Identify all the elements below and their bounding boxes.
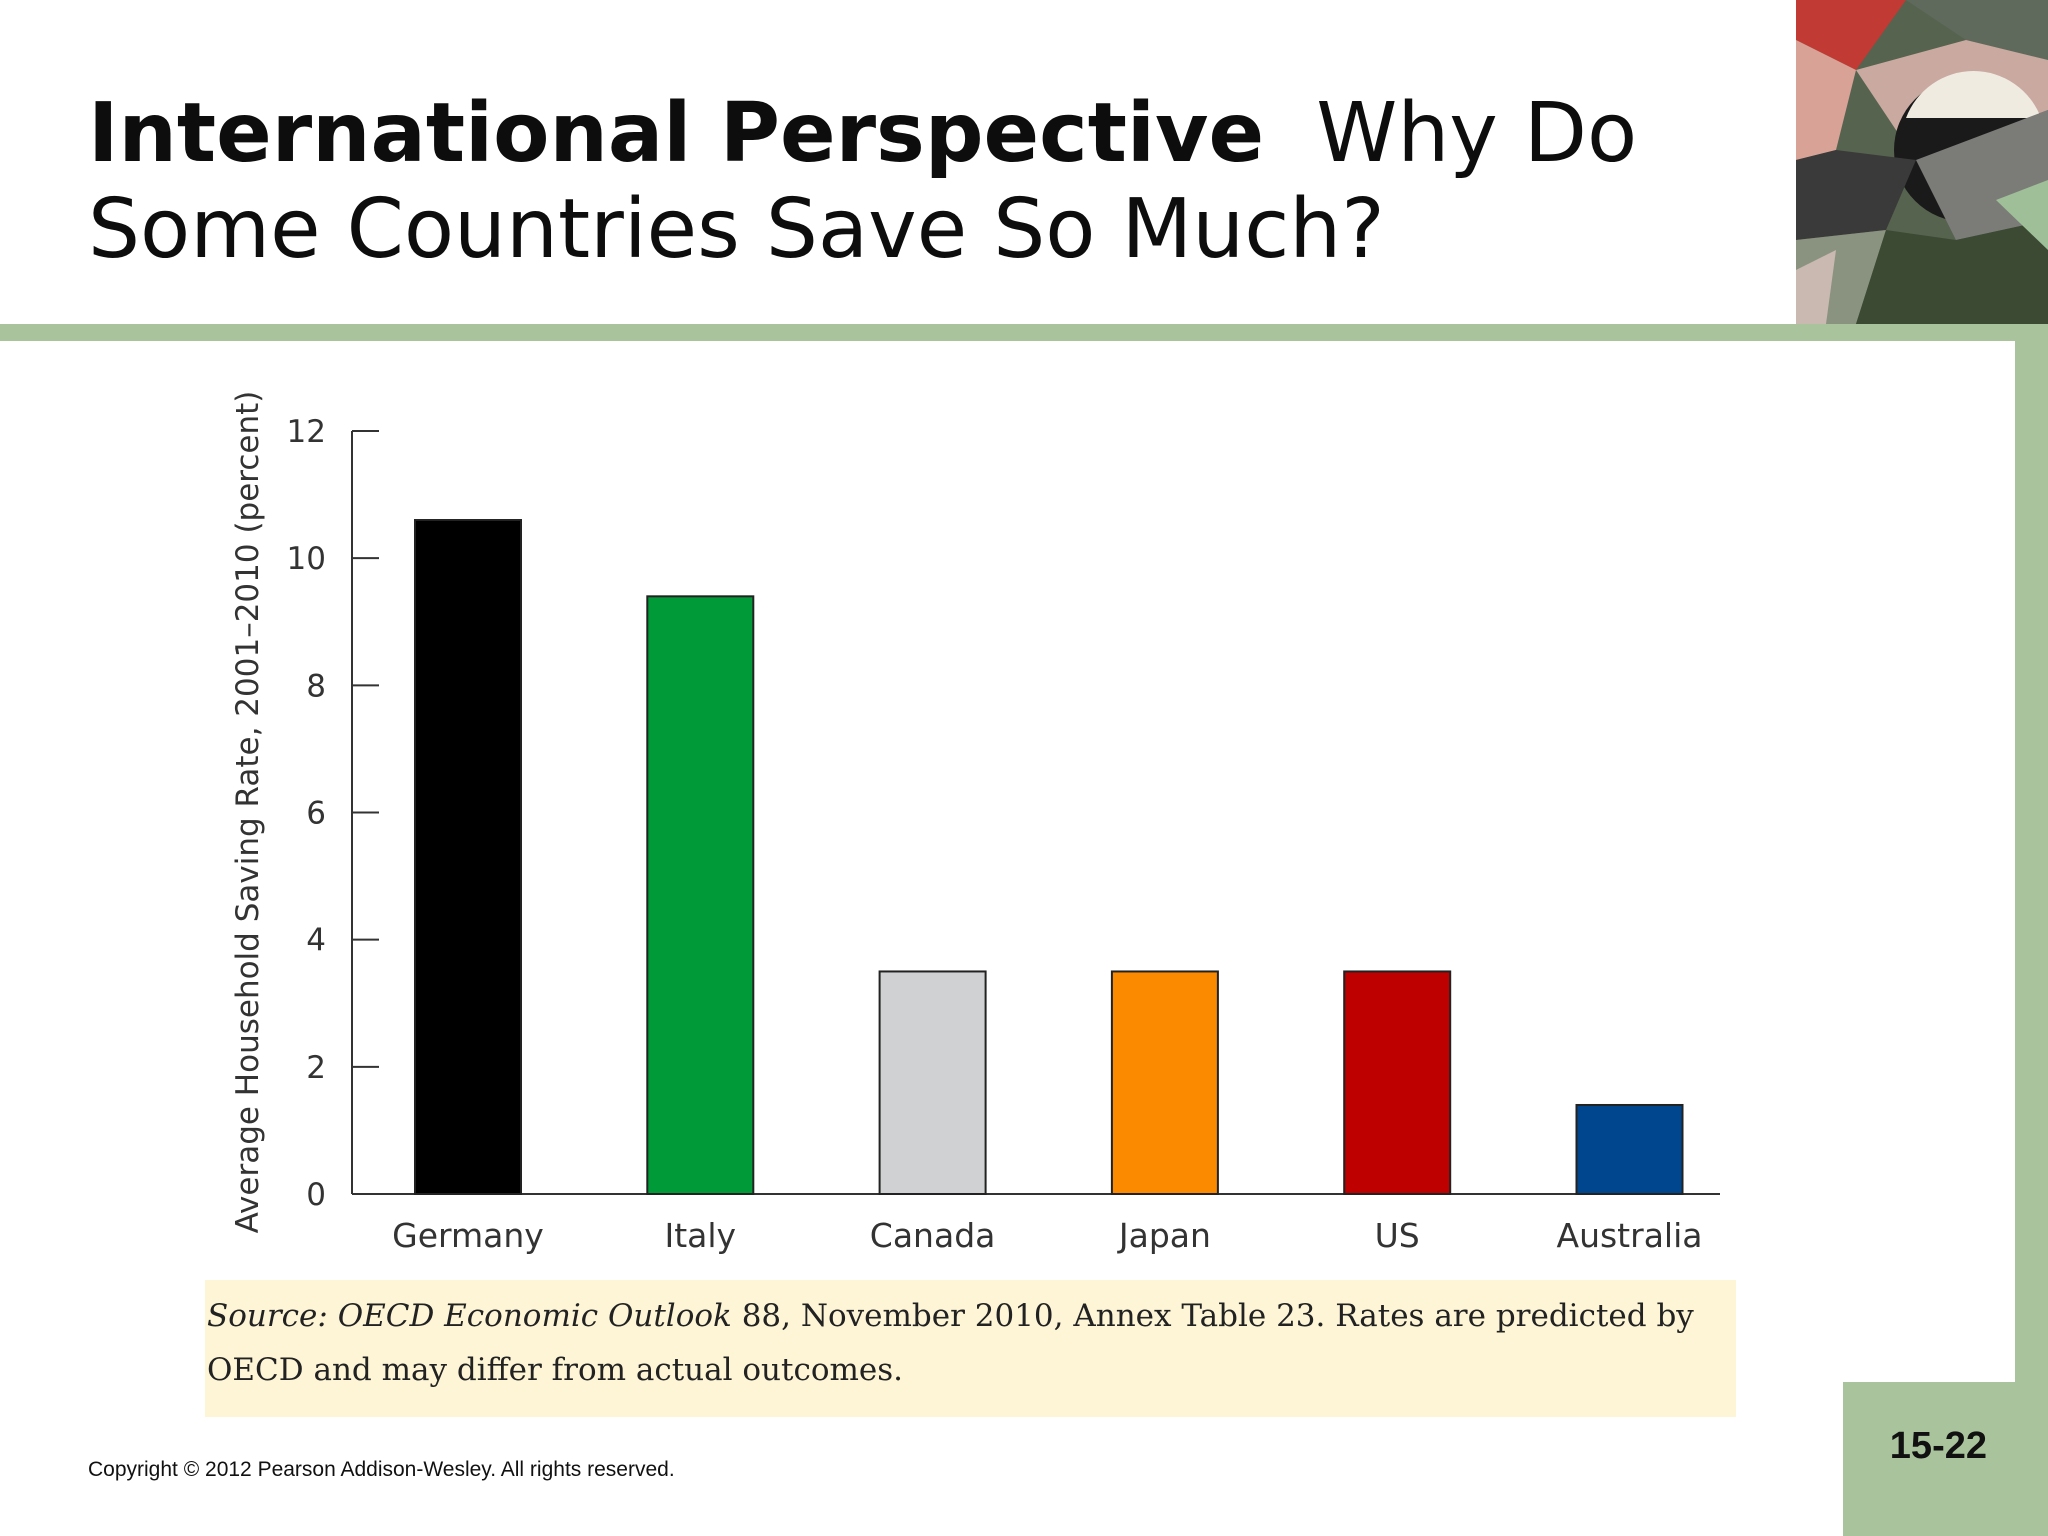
bar-us (1343, 970, 1452, 1195)
decorative-pattern-image (1796, 0, 2048, 324)
side-accent-bar (2015, 341, 2048, 1536)
bar-chart: 0 2 4 6 8 10 12 Average Household Saving Rate, … (230, 391, 1720, 1255)
y-tick-label: 8 (306, 668, 326, 704)
slide-title-rest: Why Do Some Countries Save So Much? (88, 86, 1638, 277)
slide-title: International Perspective Why Do Some Co… (88, 86, 1768, 278)
x-tick-label: Australia (1557, 1216, 1703, 1255)
x-tick-label: US (1375, 1216, 1420, 1255)
bar-australia (1575, 1103, 1684, 1195)
y-axis-title: Average Household Saving Rate, 2001–2010… (230, 391, 266, 1234)
x-tick-label: Germany (392, 1216, 544, 1255)
chart-axes (351, 430, 1720, 1195)
y-tick-label: 6 (306, 796, 326, 832)
page-number: 15-22 (1889, 1425, 1987, 1467)
source-note: Source: OECD Economic Outlook 88, Novemb… (205, 1280, 1736, 1417)
y-tick-label: 2 (306, 1050, 326, 1086)
chart-labels: 0 2 4 6 8 10 12 Average Household Saving Rate, … (230, 391, 1702, 1255)
bar-canada (878, 970, 987, 1195)
x-tick-label: Canada (870, 1216, 996, 1255)
bar-italy (646, 595, 755, 1195)
y-tick-label: 12 (287, 414, 326, 450)
header-divider (0, 324, 2048, 341)
x-tick-label: Japan (1117, 1216, 1211, 1255)
x-tick-label: Italy (665, 1216, 737, 1255)
source-note-text: 88, November 2010, Annex Table 23. Rates… (207, 1298, 1694, 1388)
bar-germany (414, 519, 522, 1195)
bar-japan (1110, 970, 1219, 1195)
page-number-box (1843, 1382, 2048, 1536)
y-tick-label: 0 (306, 1177, 326, 1213)
chart-bars (414, 519, 1684, 1195)
slide-title-bold: International Perspective (88, 86, 1265, 181)
y-tick-label: 4 (306, 923, 326, 959)
y-tick-label: 10 (287, 541, 326, 577)
source-note-italic: Source: OECD Economic Outlook (207, 1298, 732, 1334)
copyright-notice: Copyright © 2012 Pearson Addison-Wesley.… (88, 1458, 675, 1481)
